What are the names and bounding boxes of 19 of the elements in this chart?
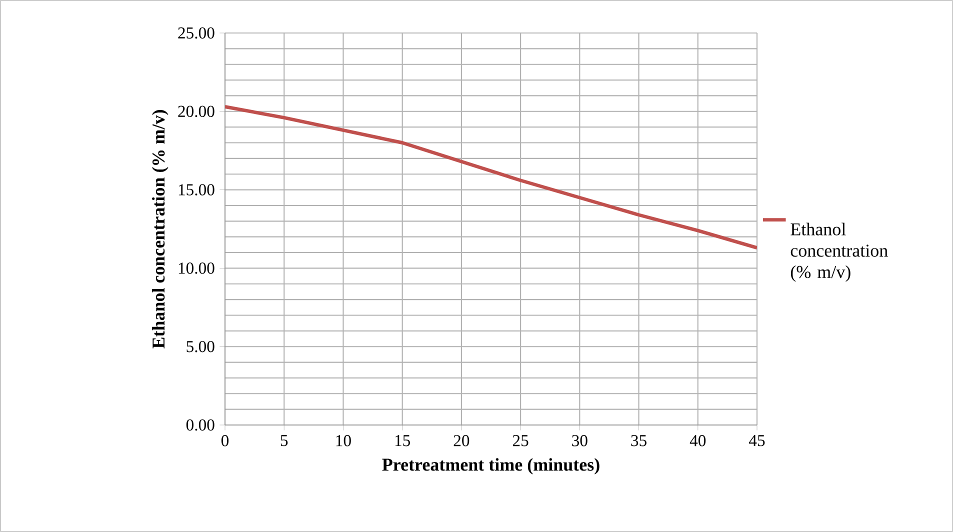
x-tick-label: 45 [749,435,765,446]
y-tick-label: 20.00 [178,106,214,118]
x-tick-label: 20 [454,435,470,446]
x-tick-label: 25 [512,435,528,446]
x-tick-label: 30 [572,435,588,446]
x-tick-label: 35 [631,435,646,446]
y-tick-label: 0.00 [186,419,214,431]
x-tick-label: 40 [690,435,706,446]
y-axis-title: Ethanol concentration (% m/v) [152,110,168,348]
x-tick-label: 10 [336,435,351,446]
y-tick-label: 25.00 [178,27,214,39]
x-axis-title: Pretreatment time (minutes) [382,458,600,474]
x-tick-label: 0 [221,435,229,446]
y-tick-label: 5.00 [186,340,214,352]
y-tick-label: 10.00 [178,262,214,274]
y-tick-label: 15.00 [178,184,214,196]
legend-label: Ethanol concentration (% m/v) [790,222,888,282]
x-tick-label: 15 [395,435,410,446]
x-tick-label: 5 [280,435,288,446]
